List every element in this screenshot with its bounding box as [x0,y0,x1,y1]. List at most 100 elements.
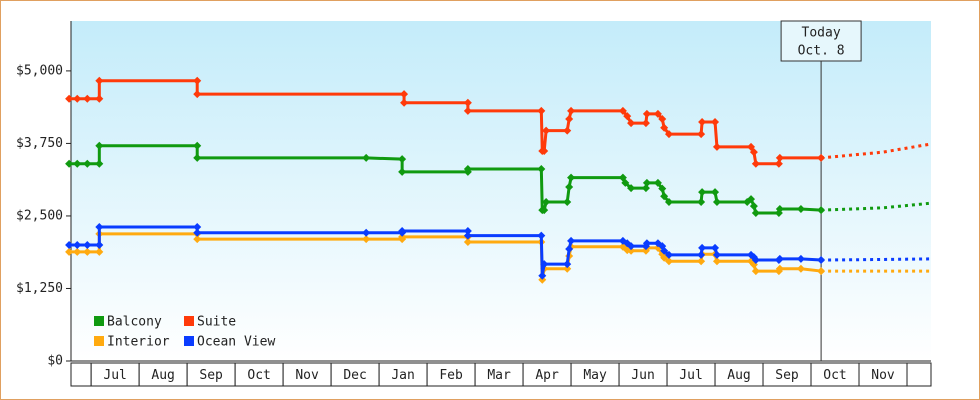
price-point [193,153,202,162]
price-point [698,117,707,126]
price-point [712,250,721,259]
price-point [83,247,92,256]
price-point [621,178,630,187]
price-point [537,106,546,115]
price-point [664,198,673,207]
series [65,141,932,218]
price-point [65,240,74,249]
price-point [698,243,707,252]
price-point [563,264,572,273]
price-point [711,117,720,126]
price-point [65,247,74,256]
price-point [65,94,74,103]
price-point [463,98,472,107]
price-point [817,256,826,265]
price-point [95,240,104,249]
price-point [796,204,805,213]
legend-label: Interior [107,335,170,350]
price-point [658,115,667,124]
price-point [641,184,650,193]
price-point [775,254,784,263]
price-point [712,198,721,207]
x-tick-label: Jul [679,368,702,383]
price-point [660,246,669,255]
price-point [463,164,472,173]
price-point [565,182,574,191]
price-point [83,240,92,249]
today-label: Today [802,26,841,41]
price-point [698,188,707,197]
price-point [627,246,636,255]
price-point [538,271,547,280]
price-point [664,130,673,139]
y-tick-label: $3,750 [16,136,63,151]
legend-label: Balcony [107,315,162,330]
price-point [193,90,202,99]
price-point [653,178,662,187]
legend-swatch [184,316,194,326]
price-point [642,178,651,187]
x-tick-label: Jun [631,368,654,383]
price-point [711,188,720,197]
price-point [463,106,472,115]
price-point [398,227,407,236]
price-point [618,106,627,115]
price-point [83,159,92,168]
price-point [775,153,784,162]
price-point [542,126,551,135]
price-point [711,243,720,252]
price-point [73,247,82,256]
x-cell [906,362,932,387]
legend-label: Suite [197,315,236,330]
x-tick-label: Mar [487,368,511,383]
price-point [817,153,826,162]
price-point [627,119,636,128]
price-point [660,192,669,201]
price-point [751,209,760,218]
x-tick-label: Aug [727,368,750,383]
price-point [95,76,104,85]
price-point [65,159,74,168]
price-point [565,245,574,254]
x-tick-label: Jul [103,368,126,383]
price-point [400,98,409,107]
price-point [749,148,758,157]
price-point [660,123,669,132]
price-point [712,142,721,151]
price-point [627,242,636,251]
x-tick-label: Sep [199,368,223,383]
today-label: Oct. 8 [798,44,845,59]
price-point [774,159,783,168]
x-tick-label: Aug [151,368,174,383]
price-point [540,206,549,215]
price-point [664,257,673,266]
price-point [563,198,572,207]
price-point [362,235,371,244]
price-point [537,164,546,173]
price-point [398,232,407,241]
price-point [537,231,546,240]
price-point [642,109,651,118]
price-point [463,238,472,247]
price-point [538,275,547,284]
series [65,76,932,168]
price-point [73,159,82,168]
legend-swatch [94,336,104,346]
x-tick-label: Apr [535,368,559,383]
price-point [697,130,706,139]
price-point [567,106,576,115]
x-cell [70,362,92,387]
price-point [775,204,784,213]
price-point [73,240,82,249]
price-point [193,235,202,244]
x-tick [858,362,908,387]
y-tick-label: $1,250 [16,281,63,296]
forecast-line [821,257,932,262]
price-point [658,184,667,193]
price-point [400,90,409,99]
price-point [73,94,82,103]
series [65,222,932,280]
x-tick-label: Sep [775,368,799,383]
price-point [623,112,632,121]
